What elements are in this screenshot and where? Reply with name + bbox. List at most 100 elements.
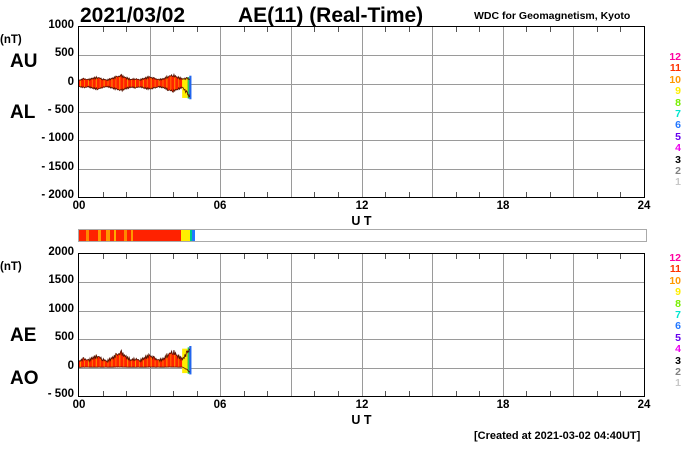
axis-tick	[244, 254, 245, 259]
legend-entry: 8	[675, 96, 681, 109]
y-tick-label: - 1500	[41, 161, 74, 173]
grid-line-horizontal	[79, 339, 644, 340]
data-coverage-bar	[78, 229, 647, 242]
axis-tick	[267, 192, 268, 197]
legend-entry: 7	[675, 108, 681, 121]
axis-tick	[479, 192, 480, 197]
y-tick-label: 1000	[48, 303, 74, 315]
legend-entry: 10	[669, 274, 681, 287]
data-end-marker	[182, 78, 188, 98]
axis-tick	[267, 391, 268, 396]
y-axis-unit-label: (nT)	[0, 261, 22, 273]
coverage-segment	[88, 230, 98, 241]
legend-entry: 3	[675, 153, 681, 166]
legend-entry: 6	[675, 320, 681, 333]
axis-tick	[385, 192, 386, 197]
grid-line-horizontal	[79, 112, 644, 113]
x-tick-label: 24	[637, 399, 651, 411]
data-end-marker	[189, 75, 192, 100]
axis-tick	[338, 391, 339, 396]
data-envelope	[79, 73, 190, 82]
created-timestamp: [Created at 2021-03-02 04:40UT]	[474, 430, 641, 442]
coverage-segment	[133, 230, 182, 241]
legend-entry: 11	[669, 263, 681, 276]
y-tick-label: 1000	[48, 19, 74, 31]
y-tick-label: 1500	[48, 274, 74, 286]
data-end-marker	[187, 77, 190, 99]
plot-area-au-al	[78, 26, 645, 198]
axis-tick	[126, 27, 127, 32]
legend-entry: 4	[675, 142, 681, 155]
legend-entry: 11	[669, 62, 681, 75]
x-tick-label: 00	[72, 200, 86, 212]
y-axis-labels-bottom: 2000 1500 1000 500 0 - 500 (nT)	[0, 0, 74, 450]
y-tick-label: 500	[54, 331, 74, 343]
grid-line-horizontal	[79, 140, 644, 141]
grid-line-vertical	[432, 254, 433, 396]
axis-label-au: AU	[10, 51, 38, 72]
legend-entry: 6	[675, 119, 681, 132]
y-tick-label: 500	[54, 47, 74, 59]
axis-tick	[267, 254, 268, 259]
coverage-segment	[109, 230, 114, 241]
axis-tick	[103, 254, 104, 259]
color-scale-legend-top: 12 11 10 9 8 7 6 5 4 3 2 1	[655, 51, 681, 189]
coverage-segment	[181, 230, 191, 241]
legend-entry: 5	[675, 331, 681, 344]
legend-entry: 7	[675, 309, 681, 322]
legend-entry: 2	[675, 366, 681, 379]
axis-tick	[267, 27, 268, 32]
axis-tick	[197, 192, 198, 197]
legend-entry: 1	[675, 176, 681, 189]
axis-label-al: AL	[10, 102, 36, 123]
axis-tick	[620, 192, 621, 197]
coverage-segment	[190, 230, 193, 241]
y-tick-label: - 500	[47, 104, 74, 116]
y-tick-label: - 1000	[41, 132, 74, 144]
axis-tick	[126, 391, 127, 396]
y-tick-label: 2000	[48, 246, 74, 258]
data-end-marker	[189, 345, 192, 375]
axis-tick	[550, 254, 551, 259]
axis-tick	[620, 27, 621, 32]
axis-tick	[173, 192, 174, 197]
grid-line-horizontal	[79, 169, 644, 170]
axis-tick	[126, 192, 127, 197]
axis-tick	[173, 391, 174, 396]
grid-line-vertical	[291, 254, 292, 396]
axis-tick	[385, 27, 386, 32]
axis-tick	[338, 27, 339, 32]
y-axis-unit-label: (nT)	[0, 34, 22, 46]
y-axis-labels-top: 1000 500 0 - 500 - 1000 - 1500 - 2000 (nT)	[0, 0, 74, 450]
axis-tick	[550, 391, 551, 396]
coverage-segment	[100, 230, 107, 241]
axis-tick	[197, 254, 198, 259]
x-tick-label: 18	[496, 200, 510, 212]
coverage-segment	[126, 230, 132, 241]
axis-tick	[244, 391, 245, 396]
x-tick-label: 24	[637, 200, 651, 212]
legend-entry: 2	[675, 165, 681, 178]
axis-tick	[173, 254, 174, 259]
grid-line-vertical	[362, 254, 363, 396]
legend-entry: 3	[675, 354, 681, 367]
legend-entry: 4	[675, 343, 681, 356]
axis-tick	[479, 254, 480, 259]
data-trace-ae-ao	[79, 345, 192, 375]
axis-tick	[620, 254, 621, 259]
legend-entry: 12	[669, 51, 681, 63]
data-band	[79, 74, 190, 98]
x-tick-label: 00	[72, 399, 86, 411]
legend-entry: 10	[669, 73, 681, 86]
grid-line-horizontal	[79, 368, 644, 369]
axis-tick	[338, 254, 339, 259]
axis-tick	[385, 254, 386, 259]
coverage-segment	[97, 230, 101, 241]
axis-label-ae: AE	[10, 325, 37, 346]
y-tick-label: - 2000	[41, 189, 74, 201]
axis-tick	[479, 391, 480, 396]
grid-line-vertical	[573, 254, 574, 396]
color-scale-legend-bottom: 12 11 10 9 8 7 6 5 4 3 2 1	[655, 252, 681, 390]
axis-tick	[597, 391, 598, 396]
